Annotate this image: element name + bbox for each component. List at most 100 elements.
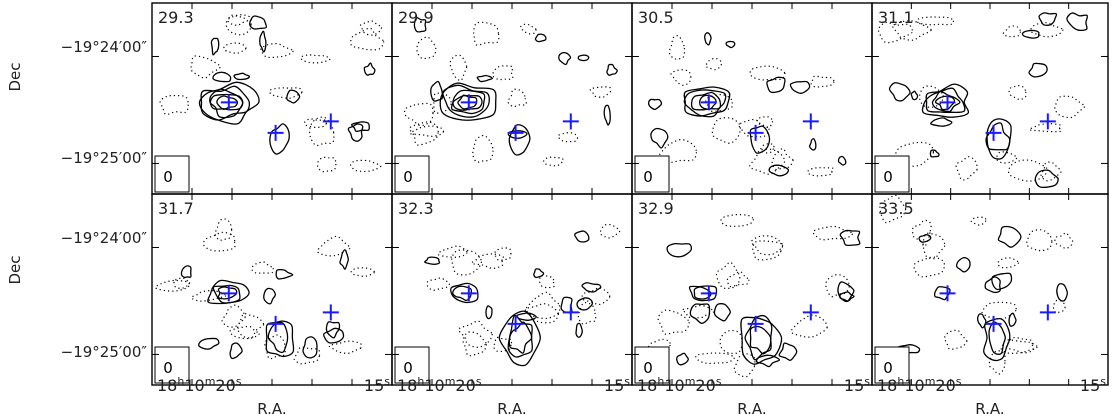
velocity-label: 30.5 — [638, 8, 674, 27]
channel-panel: 032.9 — [631, 193, 873, 386]
contour-layer — [879, 194, 1074, 375]
emission-contour — [209, 93, 244, 111]
negative-contour — [670, 69, 692, 86]
negative-contour — [264, 334, 286, 360]
positive-contour — [347, 123, 364, 142]
source-marker — [267, 315, 284, 332]
beam-symbol: 0 — [163, 359, 173, 377]
positive-contour — [768, 164, 790, 177]
xtick-left-label: 18h10m20s — [637, 375, 722, 395]
positive-contour — [1008, 312, 1017, 327]
negative-contour — [507, 88, 527, 108]
negative-contour — [695, 352, 735, 365]
emission-contour — [212, 284, 241, 304]
negative-contour — [225, 14, 252, 36]
negative-contour — [557, 131, 579, 143]
beam-box — [154, 155, 190, 193]
negative-contour — [955, 156, 978, 181]
xtick-right-label: 15s — [1080, 375, 1106, 395]
velocity-label: 31.7 — [158, 199, 194, 218]
emission-contour — [265, 320, 295, 358]
tick-marks — [872, 3, 1108, 194]
negative-contour — [668, 35, 686, 60]
positive-contour — [558, 51, 572, 66]
source-marker — [220, 285, 237, 302]
negative-contour — [756, 115, 774, 128]
emission-contour — [744, 314, 773, 361]
negative-contour — [473, 21, 500, 46]
source-marker — [802, 304, 819, 321]
positive-contour — [325, 321, 341, 339]
emission-contour — [740, 316, 783, 365]
beam-symbol: 0 — [403, 168, 413, 186]
channel-panel: 033.5 — [871, 193, 1109, 386]
tick-marks — [392, 3, 632, 194]
source-marker — [939, 285, 956, 302]
negative-contour — [715, 261, 741, 290]
positive-contour — [476, 74, 493, 83]
negative-contour — [657, 309, 690, 335]
tick-marks — [392, 194, 632, 385]
positive-contour — [888, 82, 911, 102]
source-marker — [460, 94, 477, 111]
beam-box — [874, 155, 910, 193]
negative-contour — [1026, 229, 1053, 252]
emission-contour — [931, 90, 961, 113]
ytick-top-row-1: −19°24′00″ — [61, 38, 148, 56]
negative-contour — [759, 143, 775, 154]
emission-contour — [693, 286, 712, 300]
negative-contour — [426, 277, 450, 291]
negative-contour — [350, 159, 382, 173]
emission-contour — [508, 321, 533, 354]
positive-contour — [755, 354, 781, 368]
emission-contour — [683, 89, 727, 118]
source-marker — [562, 304, 579, 321]
positive-contour — [574, 230, 590, 243]
negative-contour — [894, 141, 935, 167]
emission-contour — [921, 83, 970, 118]
positive-contour — [789, 80, 811, 94]
emission-contour — [983, 317, 1011, 362]
positive-contour — [212, 71, 232, 83]
negative-contour — [589, 86, 612, 98]
negative-contour — [316, 235, 351, 257]
source-marker — [939, 94, 956, 111]
negative-contour — [519, 23, 537, 35]
negative-contour — [236, 313, 265, 339]
negative-contour — [726, 271, 750, 288]
beam-symbol: 0 — [403, 359, 413, 377]
beam-symbol: 0 — [643, 359, 653, 377]
beam-symbol: 0 — [883, 168, 893, 186]
positive-contour — [198, 337, 220, 350]
emission-contour — [986, 118, 1012, 160]
negative-contour — [1052, 299, 1066, 314]
velocity-label: 29.9 — [398, 8, 434, 27]
positive-contour — [918, 234, 932, 243]
negative-contour — [913, 256, 946, 278]
emission-contour — [452, 285, 473, 302]
tick-marks — [872, 194, 1108, 385]
emission-contour — [198, 81, 260, 125]
negative-contour — [1054, 232, 1074, 249]
ytick-top-row-2: −19°25′00″ — [61, 149, 148, 167]
positive-contour — [363, 62, 376, 76]
negative-contour — [449, 54, 468, 82]
source-marker — [1039, 304, 1056, 321]
beam-box — [634, 155, 670, 193]
negative-contour — [539, 274, 555, 289]
positive-contour — [263, 287, 276, 305]
positive-contour — [1038, 12, 1058, 26]
positive-contour — [249, 15, 268, 30]
source-marker — [747, 124, 764, 141]
xlabel: R.A. — [257, 400, 286, 418]
positive-contour — [1028, 62, 1048, 78]
emission-contour — [749, 125, 771, 154]
positive-contour — [533, 268, 545, 279]
negative-contour — [997, 257, 1020, 269]
negative-contour — [221, 304, 246, 328]
negative-contour — [251, 261, 275, 274]
emission-contour — [985, 122, 1011, 151]
negative-contour — [719, 329, 743, 355]
positive-contour — [575, 322, 583, 338]
